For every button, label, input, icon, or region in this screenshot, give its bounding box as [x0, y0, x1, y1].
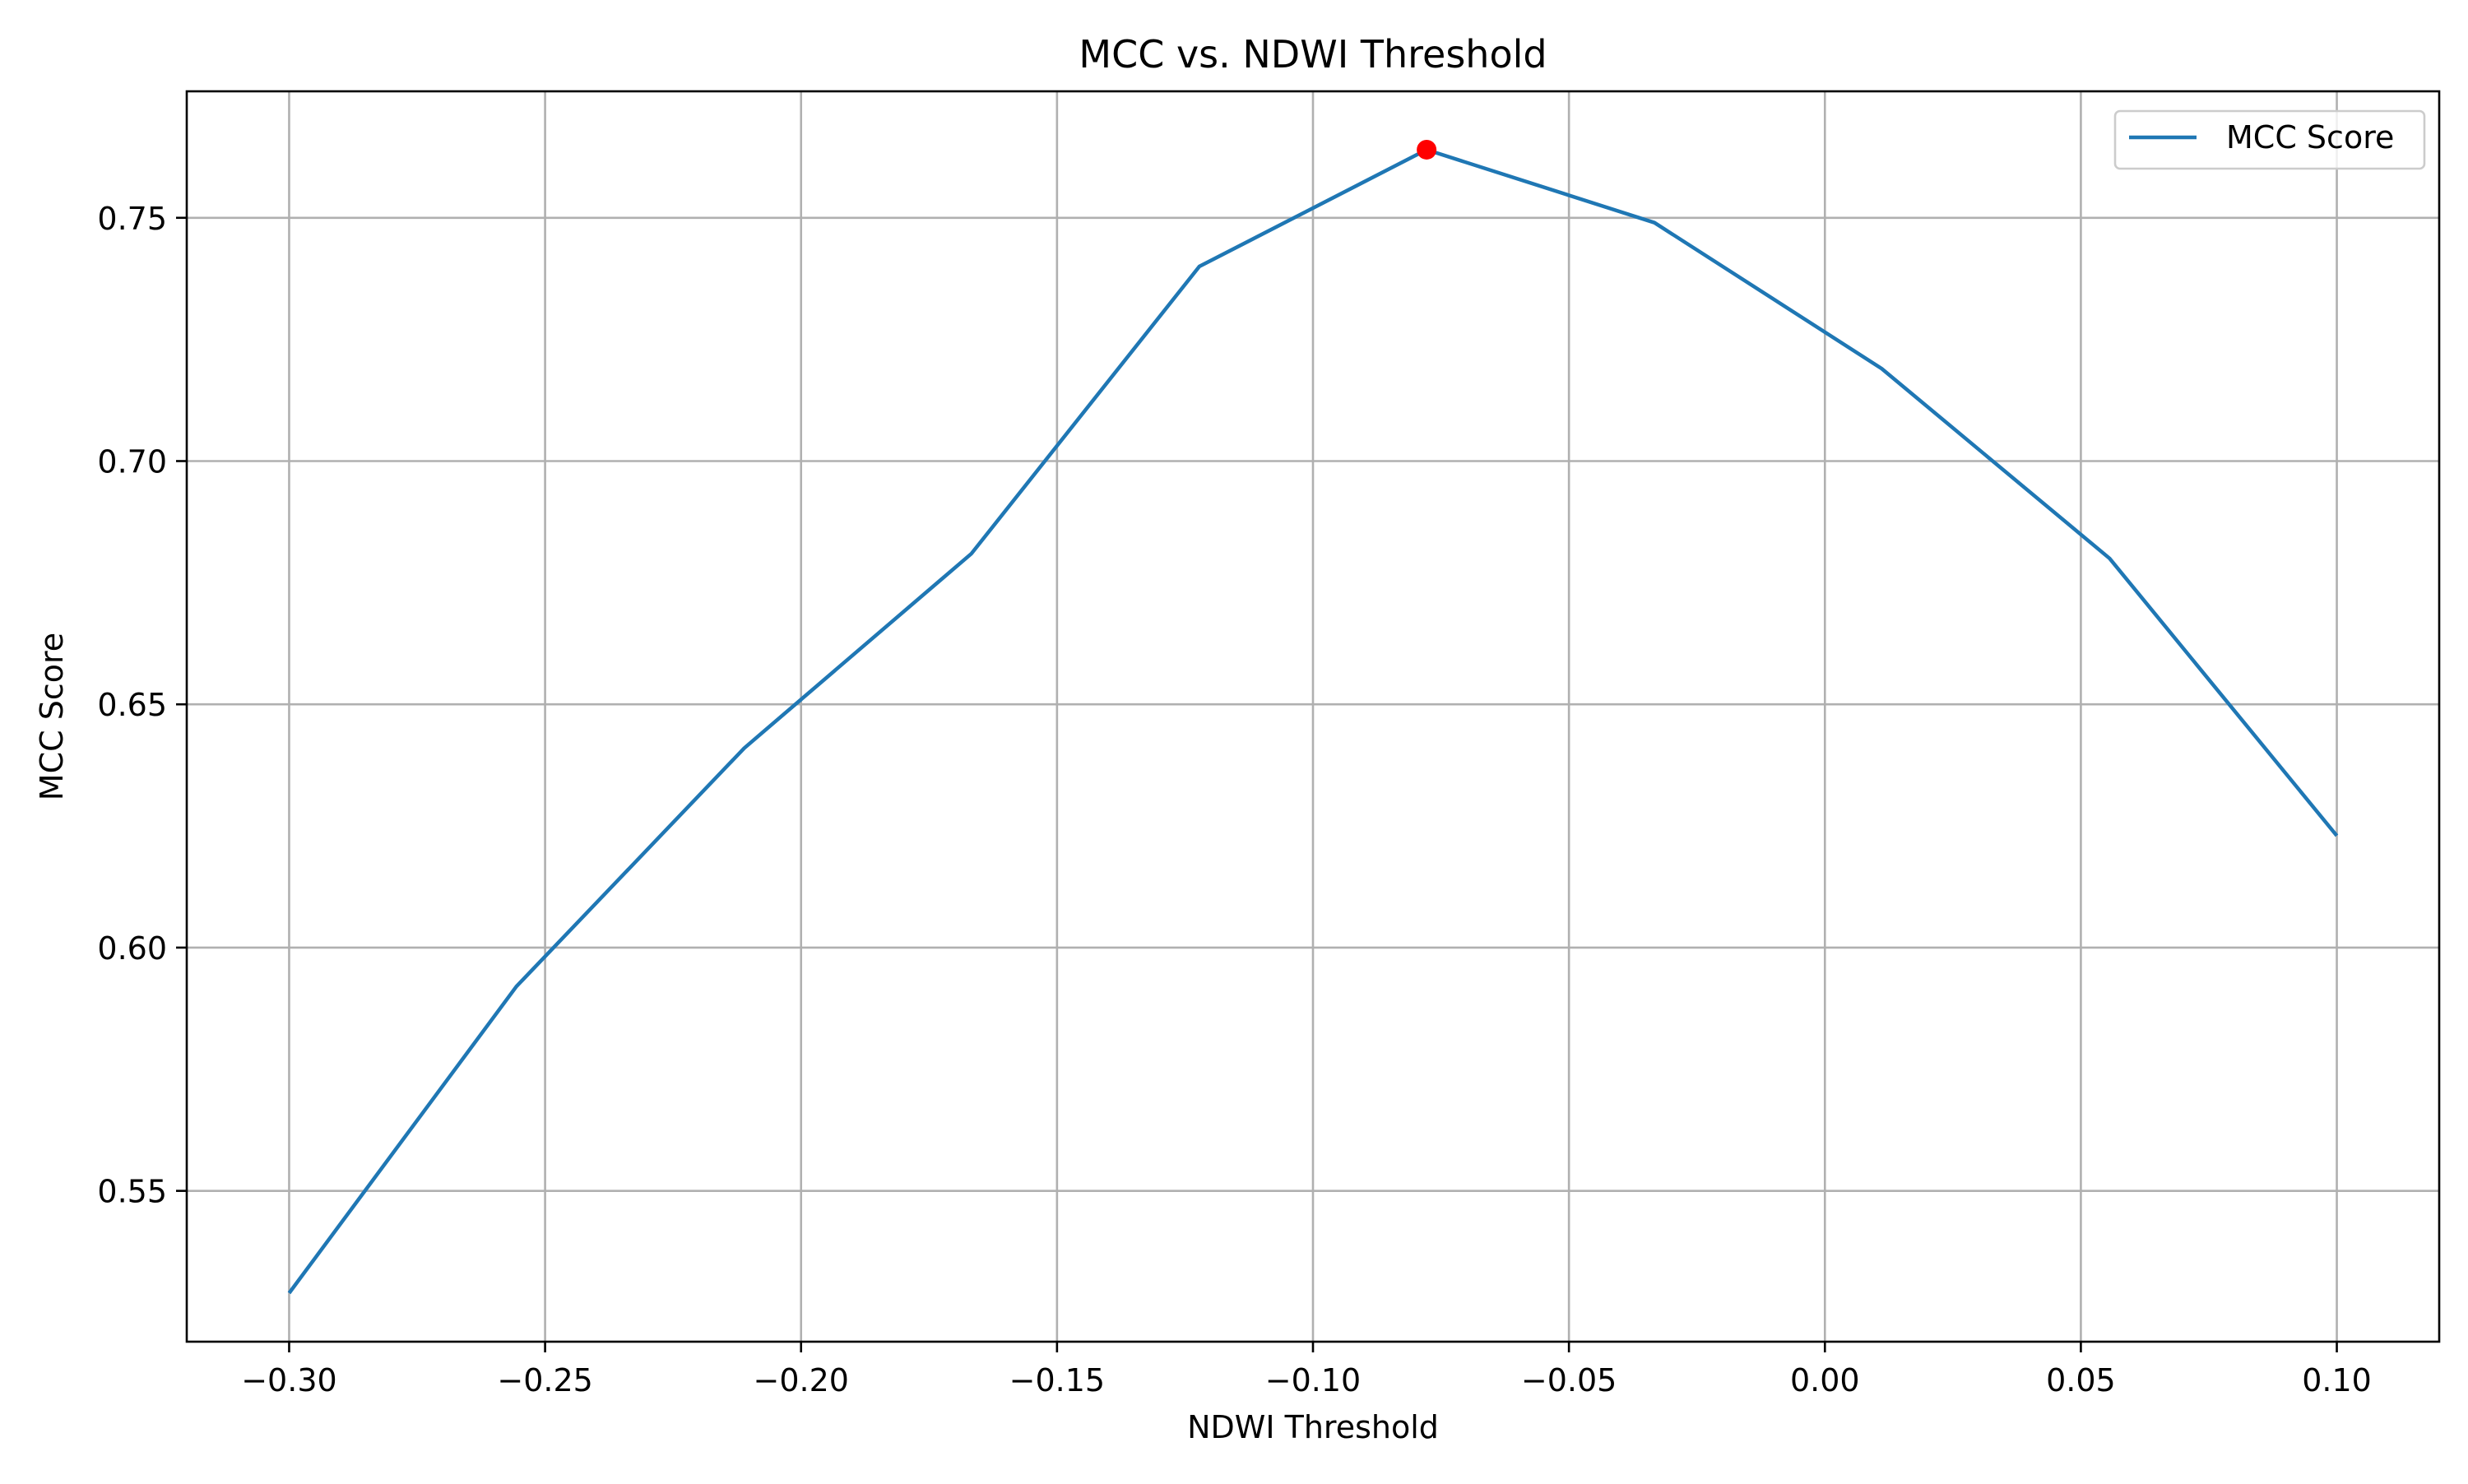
legend-box — [2113, 109, 2426, 170]
plot-frame — [185, 90, 2441, 1343]
y-tick-label: 0.60 — [97, 930, 167, 967]
x-tick-label: −0.05 — [1521, 1362, 1617, 1398]
x-tick-label: 0.05 — [2046, 1362, 2116, 1398]
y-tick-label: 0.75 — [97, 201, 167, 237]
max-mcc-point — [1417, 139, 1437, 160]
x-tick-label: −0.25 — [497, 1362, 592, 1398]
x-axis-label: NDWI Threshold — [1187, 1409, 1439, 1445]
chart-title: MCC vs. NDWI Threshold — [1079, 32, 1547, 77]
mcc-score-line — [287, 147, 2339, 1295]
x-tick-label: −0.15 — [1009, 1362, 1105, 1398]
y-axis-label: MCC Score — [34, 633, 70, 800]
y-tick-label: 0.55 — [97, 1174, 167, 1210]
grid-lines — [187, 91, 2439, 1342]
x-tick-label: −0.10 — [1265, 1362, 1361, 1398]
x-tick-label: −0.30 — [241, 1362, 336, 1398]
x-tick-label: 0.00 — [1790, 1362, 1860, 1398]
x-tick-label: −0.20 — [754, 1362, 849, 1398]
legend: MCC Score — [2113, 109, 2426, 170]
y-tick-label: 0.65 — [97, 687, 167, 723]
axis-ticks: −0.30 −0.25 −0.20 −0.15 −0.10 −0.05 0.00 0.05 0.… — [97, 201, 2371, 1398]
legend-entry-mcc-score: MCC Score — [2226, 119, 2394, 155]
y-tick-label: 0.70 — [97, 443, 167, 480]
x-tick-label: 0.10 — [2302, 1362, 2372, 1398]
